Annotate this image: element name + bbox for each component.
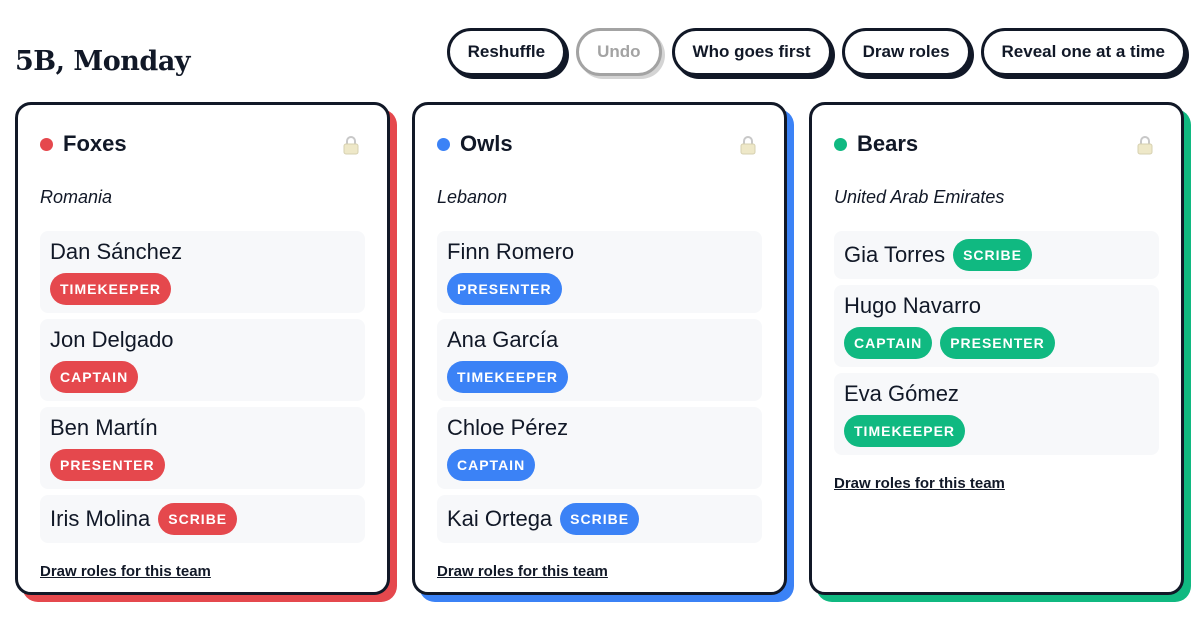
member: Chloe Pérez CAPTAIN [437, 407, 762, 489]
draw-roles-link[interactable]: Draw roles for this team [40, 563, 211, 580]
team-dot [437, 137, 450, 151]
member-name: Gia Torres [844, 242, 946, 267]
lock-icon[interactable] [1137, 135, 1153, 160]
draw-roles-link[interactable]: Draw roles for this team [834, 475, 1005, 492]
team-country: United Arab Emirates [834, 187, 1005, 207]
lock-icon[interactable] [343, 135, 359, 160]
member-name: Chloe Pérez [447, 415, 569, 440]
role-badge: SCRIBE [560, 503, 640, 535]
role-badge: TIMEKEEPER [844, 415, 966, 447]
role-badge: CAPTAIN [50, 361, 139, 393]
team-dot [40, 137, 53, 151]
role-badge: TIMEKEEPER [50, 273, 172, 305]
page-title: 5B, Monday [15, 46, 191, 77]
teams: Foxes Romania Dan Sánchez TIMEKEEPER Jon Del… [15, 102, 1184, 595]
role-badge: PRESENTER [940, 327, 1055, 359]
toolbar-button: Undo [576, 28, 662, 76]
team-card: Foxes Romania Dan Sánchez TIMEKEEPER Jon Del… [15, 102, 390, 595]
member-name: Finn Romero [447, 239, 575, 264]
team-name: Bears [857, 131, 919, 156]
team-header: Bears [834, 131, 1159, 157]
member: Gia Torres SCRIBE [834, 231, 1159, 279]
member-name: Ana García [447, 327, 559, 352]
role-badge: CAPTAIN [844, 327, 933, 359]
team-header: Owls [437, 131, 762, 157]
team-header: Foxes [40, 131, 365, 157]
lock-icon[interactable] [740, 135, 756, 160]
member-name: Kai Ortega [447, 506, 553, 531]
team-name: Foxes [63, 131, 127, 156]
role-badge: PRESENTER [50, 449, 165, 481]
member-name: Hugo Navarro [844, 293, 981, 318]
team-name: Owls [460, 131, 513, 156]
member: Hugo Navarro CAPTAIN PRESENTER [834, 285, 1159, 367]
member: Kai Ortega SCRIBE [437, 495, 762, 543]
toolbar-button[interactable]: Who goes first [671, 28, 832, 76]
member: Ben Martín PRESENTER [40, 407, 365, 489]
member-name: Dan Sánchez [50, 239, 183, 264]
toolbar-button[interactable]: Draw roles [841, 28, 971, 76]
draw-roles-link[interactable]: Draw roles for this team [437, 563, 608, 580]
role-badge: SCRIBE [158, 503, 238, 535]
toolbar-button[interactable]: Reveal one at a time [980, 28, 1186, 76]
member-name: Ben Martín [50, 415, 158, 440]
role-badge: TIMEKEEPER [447, 361, 569, 393]
member-name: Iris Molina [50, 506, 151, 531]
role-badge: SCRIBE [953, 239, 1032, 271]
team-country: Romania [40, 187, 113, 207]
member: Finn Romero PRESENTER [437, 231, 762, 313]
member: Iris Molina SCRIBE [40, 495, 365, 543]
role-badge: CAPTAIN [447, 449, 536, 481]
member-name: Eva Gómez [844, 381, 959, 406]
member-name: Jon Delgado [50, 327, 174, 352]
role-badge: PRESENTER [447, 273, 562, 305]
team-card: Owls Lebanon Finn Romero PRESENTER Ana Garcí… [412, 102, 787, 595]
toolbar-button[interactable]: Reshuffle [446, 28, 567, 76]
team-country: Lebanon [437, 187, 508, 207]
team-dot [834, 137, 847, 151]
member: Jon Delgado CAPTAIN [40, 319, 365, 401]
team-card: Bears United Arab Emirates Gia Torres SCRIB… [809, 102, 1184, 595]
member: Dan Sánchez TIMEKEEPER [40, 231, 365, 313]
member: Ana García TIMEKEEPER [437, 319, 762, 401]
member: Eva Gómez TIMEKEEPER [834, 373, 1159, 455]
toolbar: Reshuffle Undo Who goes first Draw roles Rev… [446, 28, 1186, 76]
